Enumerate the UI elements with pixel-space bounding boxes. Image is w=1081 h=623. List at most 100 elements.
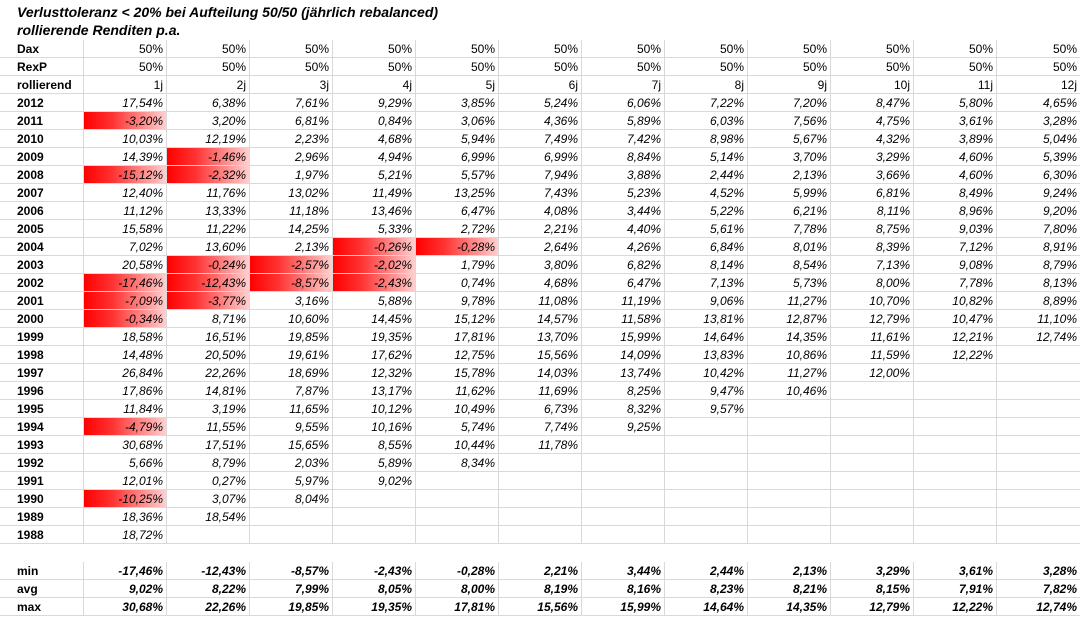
value-cell[interactable]: 7,78% <box>914 274 997 292</box>
value-cell[interactable]: 10,47% <box>914 310 997 328</box>
value-cell[interactable] <box>748 400 831 418</box>
value-cell[interactable]: 3,61% <box>914 562 997 580</box>
value-cell[interactable]: 5,66% <box>84 454 167 472</box>
value-cell[interactable]: 13,25% <box>416 184 499 202</box>
value-cell[interactable]: 12,40% <box>84 184 167 202</box>
value-cell[interactable]: 14,64% <box>665 328 748 346</box>
value-cell[interactable]: 2,03% <box>250 454 333 472</box>
value-cell[interactable]: 50% <box>997 40 1080 58</box>
value-cell[interactable]: 5,74% <box>416 418 499 436</box>
value-cell[interactable]: 17,54% <box>84 94 167 112</box>
value-cell[interactable]: 7,43% <box>499 184 582 202</box>
value-cell[interactable]: 2,13% <box>748 562 831 580</box>
row-label[interactable]: 1998 <box>0 346 84 364</box>
value-cell[interactable]: 7,94% <box>499 166 582 184</box>
value-cell[interactable]: 15,65% <box>250 436 333 454</box>
value-cell[interactable] <box>250 526 333 544</box>
value-cell[interactable]: 2,21% <box>499 220 582 238</box>
value-cell[interactable]: 13,60% <box>167 238 250 256</box>
value-cell[interactable]: 7,78% <box>748 220 831 238</box>
value-cell[interactable]: 10,49% <box>416 400 499 418</box>
value-cell[interactable]: 4,40% <box>582 220 665 238</box>
value-cell[interactable]: 3,06% <box>416 112 499 130</box>
value-cell[interactable]: 8,13% <box>997 274 1080 292</box>
value-cell[interactable]: 26,84% <box>84 364 167 382</box>
value-cell[interactable]: 12,22% <box>914 598 997 616</box>
value-cell[interactable]: 2,13% <box>250 238 333 256</box>
value-cell[interactable]: -2,43% <box>333 562 416 580</box>
value-cell[interactable]: 14,64% <box>665 598 748 616</box>
value-cell[interactable]: 50% <box>416 58 499 76</box>
value-cell[interactable]: 1j <box>84 76 167 94</box>
value-cell[interactable]: -4,79% <box>84 418 167 436</box>
value-cell[interactable]: 13,46% <box>333 202 416 220</box>
value-cell[interactable]: -3,77% <box>167 292 250 310</box>
value-cell[interactable]: 11,65% <box>250 400 333 418</box>
row-label[interactable]: 2008 <box>0 166 84 184</box>
value-cell[interactable]: 12,32% <box>333 364 416 382</box>
row-label[interactable]: 2005 <box>0 220 84 238</box>
value-cell[interactable]: -0,34% <box>84 310 167 328</box>
value-cell[interactable]: 50% <box>665 40 748 58</box>
value-cell[interactable]: 11,59% <box>831 346 914 364</box>
value-cell[interactable] <box>665 490 748 508</box>
value-cell[interactable]: 4,68% <box>333 130 416 148</box>
value-cell[interactable]: 4,08% <box>499 202 582 220</box>
row-label[interactable]: 2004 <box>0 238 84 256</box>
value-cell[interactable]: 3,20% <box>167 112 250 130</box>
value-cell[interactable]: 6,47% <box>416 202 499 220</box>
value-cell[interactable]: 50% <box>333 58 416 76</box>
value-cell[interactable]: 6j <box>499 76 582 94</box>
value-cell[interactable]: -17,46% <box>84 274 167 292</box>
value-cell[interactable]: -1,46% <box>167 148 250 166</box>
value-cell[interactable]: 7,74% <box>499 418 582 436</box>
value-cell[interactable] <box>831 418 914 436</box>
value-cell[interactable] <box>831 400 914 418</box>
value-cell[interactable]: 17,81% <box>416 328 499 346</box>
value-cell[interactable]: 15,56% <box>499 598 582 616</box>
value-cell[interactable]: 14,25% <box>250 220 333 238</box>
value-cell[interactable]: 3,28% <box>997 562 1080 580</box>
value-cell[interactable]: 22,26% <box>167 598 250 616</box>
value-cell[interactable]: -15,12% <box>84 166 167 184</box>
value-cell[interactable]: -0,24% <box>167 256 250 274</box>
row-label[interactable]: min <box>0 562 84 580</box>
value-cell[interactable] <box>997 418 1080 436</box>
row-label[interactable]: 1993 <box>0 436 84 454</box>
row-label[interactable]: 1994 <box>0 418 84 436</box>
value-cell[interactable]: 6,73% <box>499 400 582 418</box>
value-cell[interactable]: 11,08% <box>499 292 582 310</box>
value-cell[interactable] <box>250 508 333 526</box>
value-cell[interactable]: 4,68% <box>499 274 582 292</box>
value-cell[interactable] <box>416 472 499 490</box>
value-cell[interactable]: 19,61% <box>250 346 333 364</box>
value-cell[interactable]: 6,21% <box>748 202 831 220</box>
value-cell[interactable]: 18,72% <box>84 526 167 544</box>
value-cell[interactable]: -2,02% <box>333 256 416 274</box>
value-cell[interactable]: 3,85% <box>416 94 499 112</box>
row-label[interactable]: 2009 <box>0 148 84 166</box>
value-cell[interactable]: 14,57% <box>499 310 582 328</box>
row-label[interactable]: 1990 <box>0 490 84 508</box>
value-cell[interactable]: 2,23% <box>250 130 333 148</box>
value-cell[interactable]: 10,44% <box>416 436 499 454</box>
value-cell[interactable]: 8,01% <box>748 238 831 256</box>
value-cell[interactable]: 2,44% <box>665 562 748 580</box>
value-cell[interactable] <box>333 490 416 508</box>
value-cell[interactable]: 11,76% <box>167 184 250 202</box>
value-cell[interactable]: 50% <box>997 58 1080 76</box>
value-cell[interactable]: 3,29% <box>831 562 914 580</box>
value-cell[interactable]: 8,15% <box>831 580 914 598</box>
value-cell[interactable]: 8,89% <box>997 292 1080 310</box>
value-cell[interactable]: 6,06% <box>582 94 665 112</box>
value-cell[interactable]: 50% <box>582 58 665 76</box>
value-cell[interactable]: 14,39% <box>84 148 167 166</box>
value-cell[interactable]: 7,12% <box>914 238 997 256</box>
value-cell[interactable]: 11,62% <box>416 382 499 400</box>
value-cell[interactable]: 5,97% <box>250 472 333 490</box>
value-cell[interactable] <box>914 436 997 454</box>
value-cell[interactable]: 2,13% <box>748 166 831 184</box>
row-label[interactable]: 1995 <box>0 400 84 418</box>
value-cell[interactable]: 5,99% <box>748 184 831 202</box>
value-cell[interactable]: 15,99% <box>582 328 665 346</box>
